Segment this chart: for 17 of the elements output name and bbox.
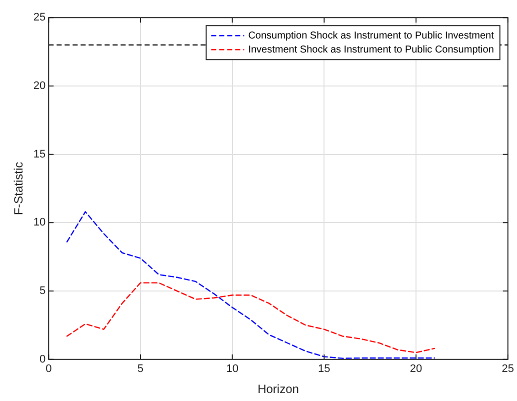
- y-tick-label: 15: [33, 148, 46, 160]
- legend-label: Consumption Shock as Instrument to Public Investment: [248, 30, 494, 42]
- y-axis-title: F-Statistic: [12, 162, 26, 216]
- x-tick-label: 25: [502, 363, 514, 376]
- y-tick-label: 5: [40, 285, 46, 298]
- line-series: [66, 282, 436, 354]
- x-tick-label: 5: [137, 363, 144, 376]
- legend-label: Investment Shock as Instrument to Public Consumption: [248, 44, 494, 56]
- y-tick-label: 25: [33, 12, 46, 24]
- x-axis-title: Horizon: [258, 382, 299, 396]
- y-tick-label: 0: [40, 353, 46, 366]
- x-tick-label: 20: [410, 363, 422, 376]
- line-series: [66, 211, 436, 359]
- x-tick-label: 15: [318, 363, 330, 376]
- y-tick-label: 20: [33, 80, 46, 92]
- y-tick-label: 10: [33, 216, 46, 229]
- x-tick-label: 10: [226, 363, 238, 376]
